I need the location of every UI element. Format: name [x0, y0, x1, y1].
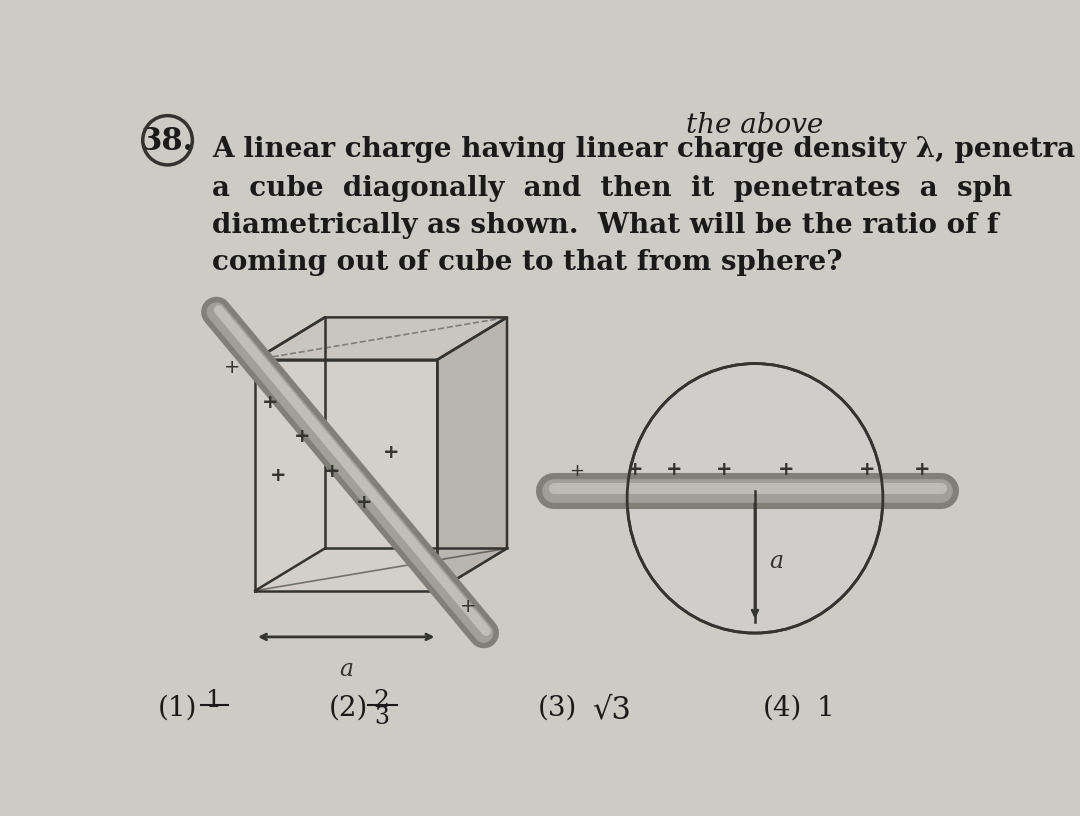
Text: a  cube  diagonally  and  then  it  penetrates  a  sph: a cube diagonally and then it penetrates…: [213, 175, 1013, 202]
Text: +: +: [355, 493, 372, 512]
Text: +: +: [716, 459, 732, 478]
Text: +: +: [382, 442, 399, 462]
Text: (4): (4): [762, 694, 802, 721]
Polygon shape: [255, 317, 507, 360]
Text: +: +: [224, 358, 240, 377]
Polygon shape: [437, 317, 507, 591]
Text: +: +: [324, 462, 341, 481]
Polygon shape: [255, 360, 437, 591]
Ellipse shape: [627, 364, 882, 633]
Text: +: +: [665, 459, 681, 478]
Text: coming out of cube to that from sphere?: coming out of cube to that from sphere?: [213, 249, 843, 276]
Text: +: +: [262, 392, 279, 411]
Text: √3: √3: [592, 694, 631, 725]
Text: 2: 2: [374, 690, 390, 712]
Text: +: +: [859, 459, 876, 478]
Text: 3: 3: [374, 706, 389, 730]
Text: +: +: [626, 459, 643, 478]
Text: 1: 1: [816, 694, 835, 721]
Text: +: +: [778, 459, 794, 478]
Text: A linear charge having linear charge density λ, penetra: A linear charge having linear charge den…: [213, 136, 1076, 163]
Text: +: +: [270, 466, 286, 485]
Text: 38.: 38.: [140, 126, 194, 157]
Text: a: a: [769, 550, 783, 574]
Text: (3): (3): [538, 694, 578, 721]
Text: a: a: [339, 659, 353, 681]
Text: (2): (2): [328, 694, 368, 721]
Text: the above: the above: [687, 112, 824, 139]
Text: 1: 1: [206, 690, 221, 712]
Text: diametrically as shown.  What will be the ratio of f: diametrically as shown. What will be the…: [213, 212, 999, 239]
Text: +: +: [569, 463, 584, 481]
Text: +: +: [460, 596, 476, 615]
Text: (1): (1): [159, 694, 198, 721]
Text: +: +: [914, 459, 930, 478]
Text: +: +: [294, 428, 310, 446]
